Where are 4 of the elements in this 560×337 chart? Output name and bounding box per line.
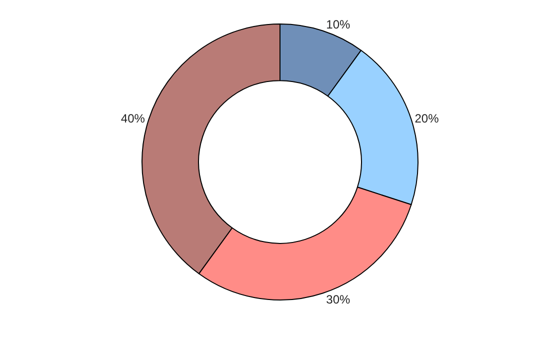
data-label: 40% xyxy=(120,112,146,126)
data-label: 30% xyxy=(326,292,350,307)
data-label: 20% xyxy=(414,112,440,126)
data-label: 10% xyxy=(326,17,350,32)
